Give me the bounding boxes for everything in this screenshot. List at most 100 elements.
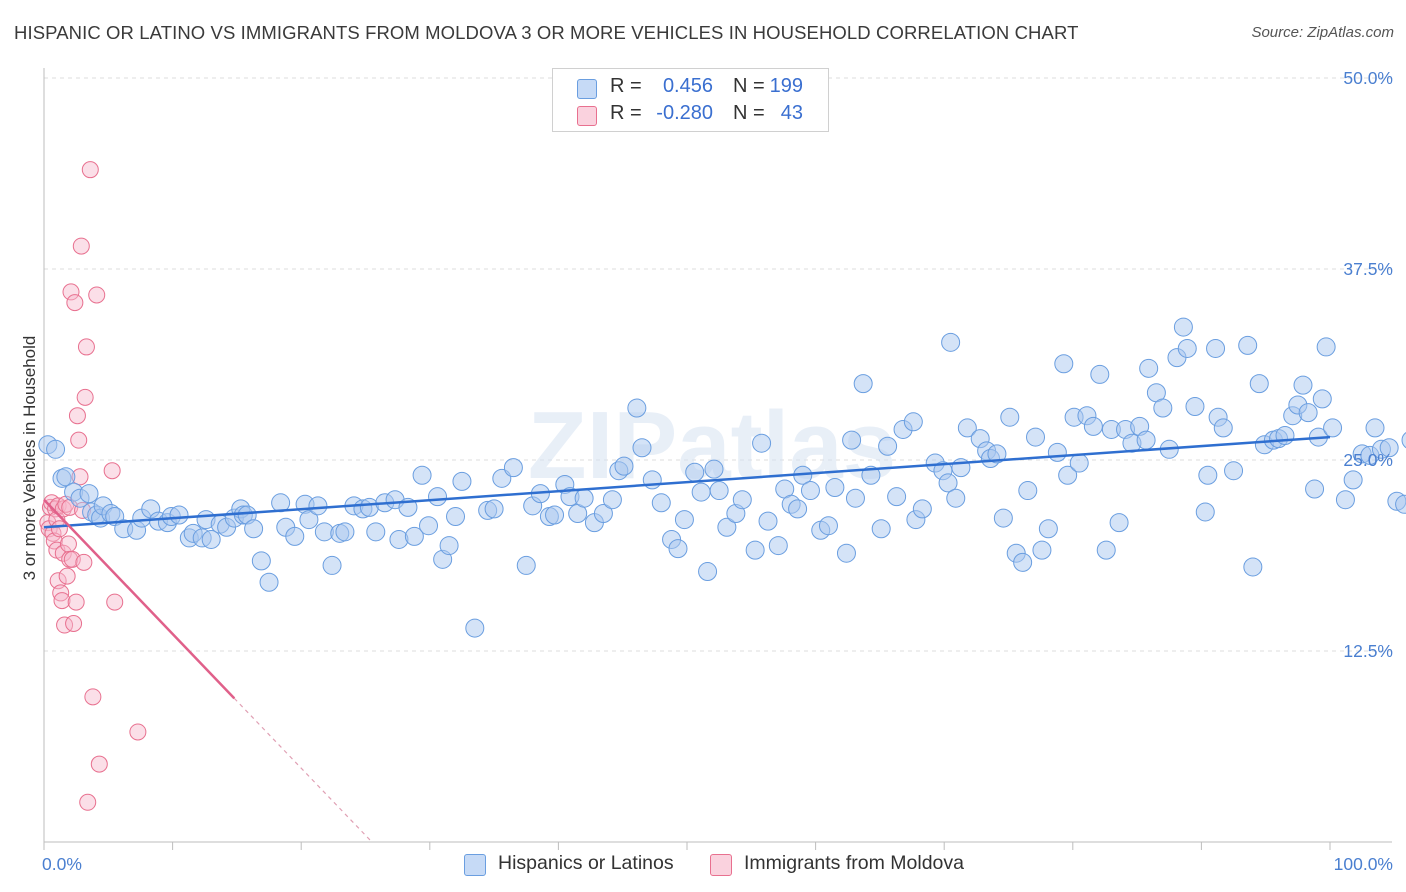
hispanic-point — [674, 510, 694, 530]
hispanic-point — [1305, 479, 1325, 499]
hispanic-point — [1198, 465, 1218, 485]
hispanic-point — [404, 526, 424, 546]
hispanic-point — [752, 433, 772, 453]
hispanic-point — [1243, 557, 1263, 577]
hispanic-point — [285, 526, 305, 546]
hispanic-point — [79, 484, 99, 504]
hispanic-point — [651, 493, 671, 513]
hispanic-point — [1206, 338, 1226, 358]
hispanic-trend-line — [43, 435, 1331, 529]
hispanic-point — [878, 436, 898, 456]
hispanic-point — [668, 539, 688, 559]
hispanic-point — [169, 505, 189, 525]
hispanic-point — [412, 465, 432, 485]
hispanic-point — [593, 503, 613, 523]
hispanic-point — [389, 529, 409, 549]
hispanic-point — [1000, 407, 1020, 427]
hispanic-point — [1139, 358, 1159, 378]
hispanic-point — [1316, 337, 1336, 357]
moldova-point — [59, 535, 77, 553]
moldova-point — [53, 592, 71, 610]
hispanic-point — [335, 522, 355, 542]
hispanic-point — [993, 508, 1013, 528]
y-tick-label: 25.0% — [1343, 450, 1393, 470]
moldova-points — [39, 161, 147, 811]
legend-swatch-moldova — [710, 854, 732, 876]
moldova-point — [88, 286, 106, 304]
moldova-point — [62, 283, 80, 301]
hispanic-point — [1058, 465, 1078, 485]
hispanic-point — [516, 555, 536, 575]
series-legend: Hispanics or Latinos Immigrants from Mol… — [0, 852, 1406, 878]
moldova-point — [54, 544, 72, 562]
hispanic-point — [845, 488, 865, 508]
legend-r-value: 0.456 — [662, 75, 713, 97]
moldova-point — [79, 793, 97, 811]
stats-legend: R = 0.456 N = 199 R = -0.280 N = 43 — [552, 68, 829, 132]
hispanic-point — [946, 488, 966, 508]
hispanic-point — [503, 458, 523, 478]
hispanic-point — [1083, 416, 1103, 436]
y-tick-label: 37.5% — [1343, 259, 1393, 279]
hispanic-point — [853, 374, 873, 394]
hispanic-point — [685, 462, 705, 482]
hispanic-point — [1026, 427, 1046, 447]
moldova-point — [103, 462, 121, 480]
tick-labels: 12.5% 25.0% 37.5% 50.0% 0.0% 100.0% — [42, 68, 1393, 874]
hispanic-point — [366, 522, 386, 542]
y-tick-label: 50.0% — [1343, 68, 1393, 88]
hispanic-point — [1312, 389, 1332, 409]
moldova-point — [58, 567, 76, 585]
moldova-point — [54, 500, 72, 518]
moldova-point — [76, 388, 94, 406]
moldova-point — [77, 338, 95, 356]
hispanic-point — [1013, 552, 1033, 572]
moldova-point — [81, 161, 99, 179]
legend-r-label: R = — [610, 102, 642, 124]
hispanic-point — [704, 459, 724, 479]
hispanic-point — [574, 488, 594, 508]
legend-swatch-hispanic — [464, 854, 486, 876]
moldova-point — [70, 431, 88, 449]
hispanic-point — [691, 482, 711, 502]
moldova-point — [72, 237, 90, 255]
moldova-point — [66, 294, 84, 312]
hispanic-point — [1323, 418, 1343, 438]
moldova-point — [56, 616, 74, 634]
hispanic-points — [38, 317, 1406, 638]
hispanic-point — [627, 398, 647, 418]
hispanic-point — [887, 487, 907, 507]
source-label: Source: ZipAtlas.com — [1251, 24, 1394, 41]
axes — [43, 68, 1392, 850]
hispanic-point — [56, 467, 76, 487]
hispanic-point — [1343, 470, 1363, 490]
hispanic-point — [800, 481, 820, 501]
hispanic-point — [259, 572, 279, 592]
moldova-point — [65, 614, 83, 632]
hispanic-point — [1096, 540, 1116, 560]
hispanic-point — [1293, 375, 1313, 395]
hispanic-point — [446, 507, 466, 527]
hispanic-point — [1018, 481, 1038, 501]
hispanic-point — [428, 487, 448, 507]
hispanic-point — [1153, 398, 1173, 418]
legend-label-moldova: Immigrants from Moldova — [744, 852, 964, 874]
hispanic-point — [825, 478, 845, 498]
hispanic-point — [698, 562, 718, 582]
hispanic-point — [1090, 364, 1110, 384]
moldova-point — [84, 688, 102, 706]
hispanic-point — [1173, 317, 1193, 337]
hispanic-point — [1054, 354, 1074, 374]
moldova-trend-line — [43, 498, 236, 700]
hispanic-point — [322, 555, 342, 575]
hispanic-point — [1069, 453, 1089, 473]
hispanic-point — [484, 499, 504, 519]
hispanic-point — [941, 332, 961, 352]
hispanic-point — [545, 505, 565, 525]
hispanic-point — [251, 551, 271, 571]
hispanic-point — [452, 471, 472, 491]
legend-n-label: N = — [733, 102, 765, 124]
x-tick-label-max: 100.0% — [1334, 854, 1393, 874]
moldova-point — [90, 755, 108, 773]
